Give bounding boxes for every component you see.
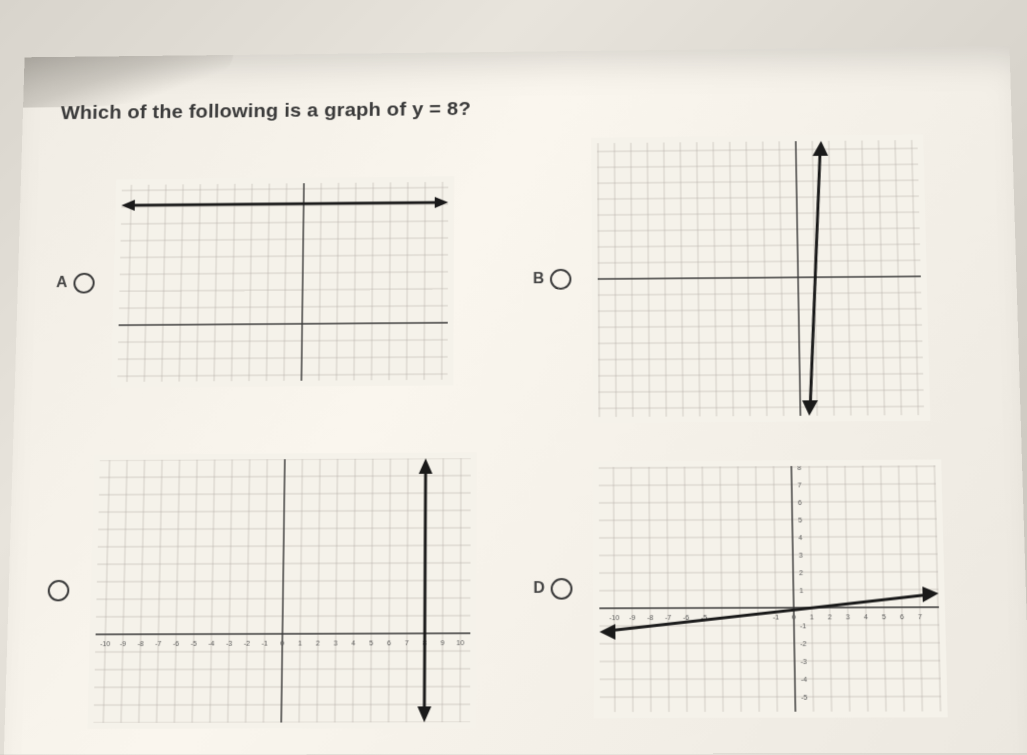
option-c: -10-9-8-7-6-5-4-3-2-1012345678910 [44,452,494,729]
svg-text:-1: -1 [772,614,779,621]
svg-text:8: 8 [797,465,801,472]
svg-text:-10: -10 [100,641,110,648]
svg-text:-1: -1 [261,641,267,648]
svg-text:-9: -9 [120,641,126,648]
arrow-right-d [922,586,938,602]
svg-text:-7: -7 [664,615,670,622]
option-d-letter: D [533,580,544,598]
svg-text:-9: -9 [629,615,635,622]
svg-text:-5: -5 [801,695,808,702]
option-b-bubble[interactable] [550,269,571,290]
arrow-up-c [419,458,433,473]
svg-text:2: 2 [827,614,831,621]
question-text: Which of the following is a graph of y =… [61,93,983,125]
svg-text:-3: -3 [226,641,232,648]
svg-text:-4: -4 [800,677,807,684]
plot-line-b [805,148,824,408]
arrow-down-c [417,706,431,722]
svg-text:-10: -10 [609,615,619,622]
options-grid: A B [34,134,999,729]
svg-text:3: 3 [334,640,338,647]
option-d: D -10-9-8-7-6-5-10123456787654321-1-2-3-… [533,450,989,729]
svg-text:-7: -7 [155,641,161,648]
svg-text:6: 6 [387,640,391,647]
arrow-right-a [435,197,449,208]
svg-text:2: 2 [799,570,803,577]
svg-text:-2: -2 [800,641,807,648]
svg-text:-2: -2 [244,641,250,648]
svg-text:10: 10 [457,640,465,647]
graph-a [111,176,454,387]
svg-text:7: 7 [918,614,922,621]
option-a-letter: A [56,275,68,292]
svg-text:-1: -1 [799,623,806,630]
svg-text:2: 2 [316,640,320,647]
svg-text:5: 5 [798,517,802,524]
xticks-c: -10-9-8-7-6-5-4-3-2-1012345678910 [100,640,464,648]
svg-text:5: 5 [369,640,373,647]
graph-c: -10-9-8-7-6-5-4-3-2-1012345678910 [87,452,476,728]
grid-d [598,465,941,712]
grid-a [117,182,448,382]
svg-text:6: 6 [900,614,904,621]
page-curl [23,55,233,108]
svg-text:1: 1 [298,641,302,648]
svg-text:-5: -5 [191,641,197,648]
svg-text:4: 4 [351,640,355,647]
svg-text:-3: -3 [800,659,807,666]
svg-text:9: 9 [441,640,445,647]
svg-text:4: 4 [798,535,802,542]
option-a-bubble[interactable] [73,273,95,294]
plot-line-c [424,468,425,712]
arrow-up-b [812,141,828,156]
svg-text:5: 5 [881,614,885,621]
svg-text:7: 7 [797,482,801,489]
svg-text:-4: -4 [208,641,214,648]
graph-d: -10-9-8-7-6-5-10123456787654321-1-2-3-4-… [592,459,947,718]
xticks-d: -10-9-8-7-6-5-10123456787654321-1-2-3-4-… [608,465,924,702]
svg-text:0: 0 [791,614,795,621]
arrow-down-b [802,400,818,415]
arrow-left-a [121,200,135,211]
svg-text:7: 7 [405,640,409,647]
option-b-letter: B [533,271,544,288]
option-d-bubble[interactable] [551,578,573,600]
arrow-left-d [599,624,615,640]
svg-text:3: 3 [798,553,802,560]
svg-text:3: 3 [845,614,849,621]
option-b: B [533,134,981,423]
svg-text:0: 0 [280,641,284,648]
svg-text:6: 6 [797,500,801,507]
graph-b [591,134,930,423]
svg-text:4: 4 [863,614,867,621]
svg-text:-8: -8 [647,615,653,622]
option-c-bubble[interactable] [47,580,69,601]
svg-text:1: 1 [809,614,813,621]
option-a: A [52,139,494,426]
svg-text:1: 1 [799,588,803,595]
svg-text:-8: -8 [137,641,143,648]
worksheet-paper: Which of the following is a graph of y =… [4,46,1027,755]
svg-text:-6: -6 [173,641,179,648]
